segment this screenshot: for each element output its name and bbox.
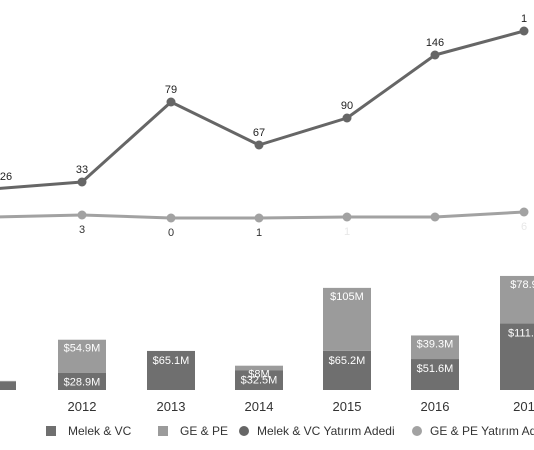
data-label-melek-vc: $32.5M — [241, 375, 278, 387]
point-melek-vc-count — [342, 113, 352, 123]
data-label-melek-vc-count: 67 — [253, 127, 265, 139]
x-tick-label: 201 — [513, 399, 534, 414]
point-melek-vc-count — [77, 177, 87, 187]
data-label-melek-vc: $51.6M — [417, 363, 454, 375]
legend-swatch-melek-vc — [46, 426, 56, 436]
point-ge-pe-count — [254, 213, 264, 223]
legend-marker-ge-pe-count — [412, 426, 422, 436]
data-label-ge-pe-count: 3 — [79, 224, 85, 236]
x-tick-label: 2015 — [333, 399, 362, 414]
point-ge-pe-count — [519, 207, 529, 217]
legend-item-ge-pe-count: GE & PE Yatırım Adedi — [412, 424, 534, 438]
bar-melek-vc — [235, 370, 283, 390]
data-label-ge-pe: $78.9 — [510, 279, 534, 291]
data-label-melek-vc-count: 90 — [341, 100, 353, 112]
point-ge-pe-count — [430, 212, 440, 222]
legend-item-melek-vc: Melek & VC — [46, 424, 131, 438]
legend-label-melek-vc-count: Melek & VC Yatırım Adedi — [257, 424, 395, 438]
legend-item-ge-pe: GE & PE — [158, 424, 228, 438]
data-label-melek-vc-count: 33 — [76, 164, 88, 176]
bar-melek-vc — [500, 323, 534, 390]
x-tick-label: 2012 — [68, 399, 97, 414]
point-ge-pe-count — [166, 213, 176, 223]
data-label-ge-pe-count: 1 — [344, 226, 350, 238]
data-label-ge-pe-count: 0 — [168, 227, 174, 239]
x-tick-label: 2016 — [421, 399, 450, 414]
legend-item-melek-vc-count: Melek & VC Yatırım Adedi — [239, 424, 395, 438]
data-label-ge-pe: $8M — [248, 369, 269, 381]
legend-marker-melek-vc-count — [239, 426, 249, 436]
bar-ge-pe — [411, 335, 459, 360]
data-label-melek-vc: $65.2M — [329, 355, 366, 367]
x-tick-label: 2014 — [245, 399, 274, 414]
point-ge-pe-count — [77, 210, 87, 220]
bar-ge-pe — [0, 380, 16, 382]
legend-label-ge-pe-count: GE & PE Yatırım Adedi — [430, 424, 534, 438]
legend: Melek & VC GE & PE Melek & VC Yatırım Ad… — [0, 420, 534, 444]
bar-melek-vc — [0, 381, 16, 390]
x-tick-label: 2013 — [157, 399, 186, 414]
data-label-melek-vc-count: 1 — [521, 13, 527, 25]
data-label-ge-pe-count: 1 — [256, 227, 262, 239]
bar-ge-pe — [58, 339, 106, 373]
data-label-melek-vc: $111.2 — [508, 327, 534, 339]
point-melek-vc-count — [254, 140, 264, 150]
point-ge-pe-count — [342, 212, 352, 222]
point-melek-vc-count — [430, 50, 440, 60]
data-label-ge-pe: $54.9M — [64, 343, 101, 355]
data-label-melek-vc-count: 146 — [426, 37, 444, 49]
legend-swatch-ge-pe — [158, 426, 168, 436]
point-melek-vc-count — [519, 26, 529, 36]
data-label-melek-vc-count: 26 — [0, 171, 12, 183]
data-label-melek-vc: $65.1M — [153, 355, 190, 367]
data-label-melek-vc: $28.9M — [64, 377, 101, 389]
data-label-ge-pe-count: 6 — [521, 221, 527, 233]
bar-melek-vc — [147, 350, 195, 390]
data-label-ge-pe: $105M — [330, 291, 364, 303]
bar-melek-vc — [58, 372, 106, 390]
data-label-ge-pe: $39.3M — [417, 338, 454, 350]
legend-label-ge-pe: GE & PE — [180, 424, 229, 438]
bar-ge-pe — [500, 275, 534, 324]
bar-ge-pe — [235, 365, 283, 371]
point-melek-vc-count — [166, 97, 176, 107]
legend-label-melek-vc: Melek & VC — [68, 424, 132, 438]
bar-ge-pe — [323, 287, 371, 351]
bar-melek-vc — [323, 350, 371, 390]
data-label-melek-vc-count: 79 — [165, 84, 177, 96]
bar-melek-vc — [411, 359, 459, 390]
